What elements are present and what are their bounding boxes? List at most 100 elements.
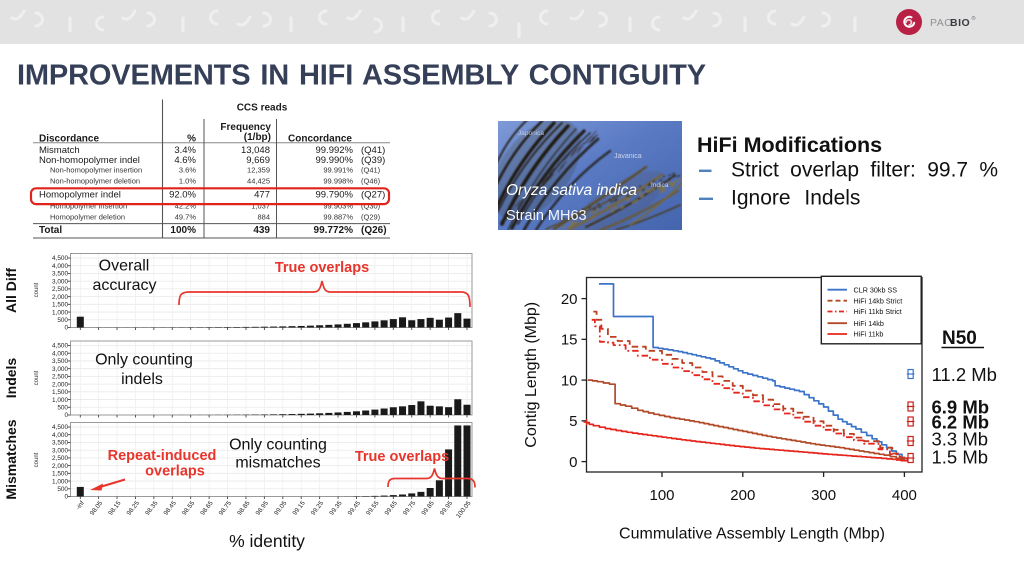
svg-text:accuracy: accuracy [92, 277, 156, 294]
svg-text:98.45: 98.45 [163, 500, 179, 517]
svg-text:99.75: 99.75 [402, 500, 418, 517]
svg-text:count: count [34, 282, 40, 297]
svg-text:1.0%: 1.0% [179, 177, 196, 186]
svg-text:Javanica: Javanica [614, 153, 642, 160]
svg-text:9,669: 9,669 [246, 155, 270, 166]
svg-text:1,000: 1,000 [52, 397, 68, 404]
svg-text:(Q26): (Q26) [361, 225, 387, 236]
svg-text:Mismatches: Mismatches [3, 419, 19, 499]
svg-text:12,359: 12,359 [247, 166, 270, 175]
svg-text:2,500: 2,500 [52, 286, 68, 293]
svg-text:indels: indels [121, 371, 163, 388]
svg-text:PAC: PAC [930, 17, 952, 29]
svg-text:Ignore Indels: Ignore Indels [731, 187, 860, 210]
svg-text:92.0%: 92.0% [169, 189, 196, 200]
svg-text:99.55: 99.55 [365, 500, 381, 517]
svg-text:98.55: 98.55 [181, 500, 197, 517]
svg-text:500: 500 [57, 486, 68, 493]
svg-text:4,500: 4,500 [52, 255, 68, 262]
svg-text:99.85: 99.85 [420, 500, 436, 517]
svg-text:4,500: 4,500 [52, 424, 68, 431]
svg-text:884: 884 [257, 213, 270, 222]
svg-text:(Q39): (Q39) [361, 155, 385, 166]
svg-text:Only counting: Only counting [229, 437, 327, 454]
svg-text:N50: N50 [942, 328, 977, 349]
svg-text:99.95: 99.95 [439, 500, 455, 517]
svg-text:Contig Length (Mbp): Contig Length (Mbp) [523, 302, 540, 448]
svg-text:2,000: 2,000 [52, 294, 68, 301]
svg-text:overlaps: overlaps [145, 464, 205, 480]
svg-text:Indels: Indels [3, 358, 19, 399]
svg-text:99.65: 99.65 [384, 500, 400, 517]
svg-text:1,500: 1,500 [52, 471, 68, 478]
svg-text:1,500: 1,500 [52, 389, 68, 396]
svg-text:4,000: 4,000 [52, 263, 68, 270]
svg-text:Homopolymer deletion: Homopolymer deletion [50, 213, 125, 222]
svg-text:0: 0 [64, 494, 68, 501]
svg-text:(Q27): (Q27) [361, 189, 385, 200]
svg-text:99.991%: 99.991% [323, 166, 353, 175]
svg-text:Non-homopolymer indel: Non-homopolymer indel [39, 155, 140, 166]
svg-text:BIO: BIO [950, 17, 970, 29]
svg-text:99.25: 99.25 [310, 500, 326, 517]
svg-text:2,000: 2,000 [52, 463, 68, 470]
svg-text:HiFi 11kb: HiFi 11kb [854, 330, 884, 339]
svg-text:Indica: Indica [651, 182, 669, 189]
svg-text:500: 500 [57, 404, 68, 411]
svg-text:99.903%: 99.903% [323, 202, 353, 211]
svg-text:CLR 30kb SS: CLR 30kb SS [854, 285, 898, 294]
svg-text:count: count [34, 370, 40, 385]
svg-text:2,000: 2,000 [52, 381, 68, 388]
svg-text:3,500: 3,500 [52, 358, 68, 365]
svg-text:mismatches: mismatches [235, 455, 320, 472]
svg-text:99.35: 99.35 [328, 500, 344, 517]
svg-text:1,037: 1,037 [251, 202, 270, 211]
svg-text:100%: 100% [170, 225, 196, 236]
svg-text:3.6%: 3.6% [179, 166, 196, 175]
svg-text:98.25: 98.25 [126, 500, 142, 517]
svg-text:99.998%: 99.998% [323, 177, 353, 186]
svg-text:3,000: 3,000 [52, 366, 68, 373]
svg-text:4,000: 4,000 [52, 432, 68, 439]
svg-text:4.6%: 4.6% [174, 155, 196, 166]
svg-text:HiFi Modifications: HiFi Modifications [697, 133, 882, 157]
svg-text:42.2%: 42.2% [175, 202, 197, 211]
svg-text:200: 200 [730, 487, 755, 504]
svg-text:HiFi 14kb: HiFi 14kb [854, 319, 884, 328]
svg-text:4,000: 4,000 [52, 350, 68, 357]
svg-text:500: 500 [57, 317, 68, 324]
svg-text:2,500: 2,500 [52, 455, 68, 462]
svg-text:Non-homopolymer deletion: Non-homopolymer deletion [50, 177, 140, 186]
svg-text:3,000: 3,000 [52, 278, 68, 285]
svg-text:Japonica: Japonica [518, 130, 544, 137]
svg-text:count: count [34, 452, 40, 467]
svg-text:0: 0 [64, 325, 68, 332]
svg-text:1.5 Mb: 1.5 Mb [932, 447, 989, 468]
svg-text:5: 5 [569, 413, 577, 430]
svg-text:99.772%: 99.772% [314, 225, 354, 236]
svg-text:3,000: 3,000 [52, 447, 68, 454]
svg-text:(Q46): (Q46) [361, 177, 381, 186]
svg-text:®: ® [972, 15, 976, 22]
svg-text:44,425: 44,425 [247, 177, 270, 186]
svg-text:49.7%: 49.7% [175, 213, 197, 222]
svg-text:Strict overlap filter: 99.7 %: Strict overlap filter: 99.7 % [731, 159, 998, 182]
svg-text:Cummulative Assembly Length (M: Cummulative Assembly Length (Mbp) [619, 526, 885, 543]
svg-text:98.95: 98.95 [255, 500, 271, 517]
svg-text:98.65: 98.65 [199, 500, 215, 517]
svg-text:99.15: 99.15 [291, 500, 307, 517]
svg-text:CCS reads: CCS reads [237, 103, 288, 114]
svg-text:98.35: 98.35 [144, 500, 160, 517]
svg-text:Non-homopolymer insertion: Non-homopolymer insertion [50, 166, 142, 175]
svg-text:Oryza sativa indica: Oryza sativa indica [506, 182, 637, 199]
svg-text:IMPROVEMENTS IN HIFI ASSEMBLY: IMPROVEMENTS IN HIFI ASSEMBLY CONTIGUITY [17, 60, 706, 92]
svg-text:98.75: 98.75 [218, 500, 234, 517]
svg-text:(1/bp): (1/bp) [244, 132, 271, 143]
svg-text:98.15: 98.15 [107, 500, 123, 517]
svg-text:400: 400 [892, 487, 917, 504]
svg-text:99.887%: 99.887% [323, 213, 353, 222]
svg-text:100: 100 [649, 487, 674, 504]
svg-text:3,500: 3,500 [52, 440, 68, 447]
svg-text:99.790%: 99.790% [315, 189, 353, 200]
svg-text:0: 0 [64, 412, 68, 419]
